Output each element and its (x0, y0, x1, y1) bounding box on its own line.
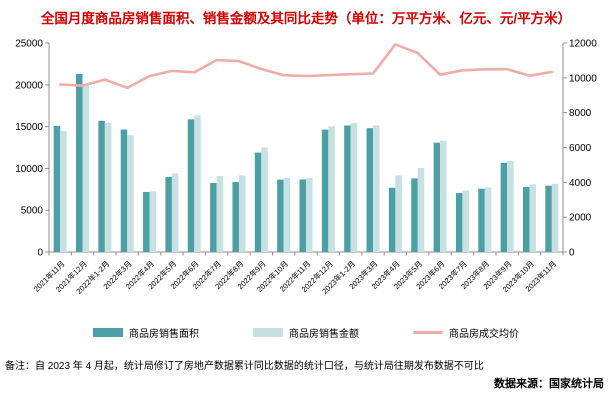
bar-sales-amount (60, 130, 67, 252)
bar-sales-amount (104, 122, 112, 253)
bar-sales-amount (261, 147, 268, 252)
legend-label-sales-area: 商品房销售面积 (129, 329, 199, 340)
sales-area-swatch-icon (93, 328, 123, 337)
bar-sales-amount (306, 177, 313, 252)
right-axis-tick-label: 0 (569, 248, 575, 259)
bar-sales-amount (529, 184, 536, 252)
bar-sales-amount (216, 176, 224, 252)
left-axis-tick-label: 15000 (15, 122, 43, 133)
bar-sales-area (321, 129, 329, 252)
right-axis-tick-label: 2000 (569, 213, 592, 224)
bar-sales-area (120, 129, 128, 252)
bar-sales-area (500, 162, 508, 252)
left-axis-tick-label: 0 (37, 248, 43, 259)
bar-sales-amount (149, 191, 157, 252)
bar-sales-area (76, 73, 83, 252)
avg-price-line-swatch-icon (413, 331, 443, 334)
right-axis-tick-label: 8000 (569, 108, 592, 119)
bar-sales-area (545, 185, 552, 252)
bar-sales-amount (82, 85, 90, 252)
right-axis-tick-label: 12000 (569, 39, 597, 50)
legend: 商品房销售面积 商品房销售金额 商品房成交均价 (0, 325, 612, 340)
legend-label-sales-amount: 商品房销售金额 (289, 329, 359, 340)
legend-label-avg-price: 商品房成交均价 (449, 329, 519, 340)
legend-item-sales-amount: 商品房销售金额 (253, 325, 359, 340)
bar-sales-amount (127, 135, 134, 252)
bar-sales-area (433, 142, 441, 252)
avg-price-line (58, 43, 554, 90)
bar-sales-amount (328, 126, 335, 252)
data-source: 数据来源：国家统计局 (494, 378, 604, 390)
bar-sales-amount (462, 190, 469, 252)
left-axis-tick-label: 10000 (15, 164, 43, 175)
legend-item-avg-price: 商品房成交均价 (413, 325, 519, 340)
bar-sales-amount (373, 125, 380, 252)
bar-sales-amount (350, 122, 358, 252)
bar-sales-area (98, 120, 105, 252)
right-axis-tick-label: 10000 (569, 73, 597, 84)
bar-sales-area (455, 193, 463, 252)
left-axis-tick-label: 25000 (15, 39, 43, 50)
bar-sales-area (388, 187, 396, 252)
bar-sales-area (187, 119, 195, 252)
right-axis-tick-label: 6000 (569, 143, 592, 154)
bar-sales-area (143, 191, 150, 252)
bar-sales-area (344, 125, 351, 252)
bar-sales-area (299, 179, 306, 252)
bar-sales-amount (440, 140, 447, 252)
legend-item-sales-area: 商品房销售面积 (93, 325, 199, 340)
bar-sales-area (277, 179, 284, 252)
bar-sales-area (210, 183, 217, 252)
bar-sales-area (366, 128, 374, 252)
bar-sales-amount (484, 187, 492, 252)
left-axis-tick-label: 20000 (15, 80, 43, 91)
bar-sales-area (232, 182, 239, 252)
bar-sales-amount (283, 178, 291, 252)
bar-sales-amount (238, 175, 246, 252)
bar-sales-area (53, 125, 61, 252)
footer-note: 备注：自 2023 年 4 月起，统计局修订了房地产数据累计同比数据的统计口径，… (5, 361, 484, 372)
bar-sales-area (165, 177, 172, 252)
right-axis-tick-label: 4000 (569, 178, 592, 189)
bar-sales-area (522, 187, 530, 252)
chart-title: 全国月度商品房销售面积、销售金额及其同比走势（单位：万平方米、亿元、元/平方米） (40, 11, 572, 26)
bar-sales-amount (417, 168, 425, 252)
bar-sales-amount (507, 160, 514, 252)
bar-sales-area (254, 152, 262, 252)
bar-sales-amount (395, 175, 402, 252)
bar-sales-area (411, 178, 418, 252)
bar-sales-area (478, 188, 485, 252)
bar-sales-amount (194, 115, 201, 253)
left-axis-tick-label: 5000 (21, 206, 44, 217)
bar-sales-amount (171, 173, 179, 252)
sales-amount-swatch-icon (253, 328, 283, 337)
bar-sales-amount (551, 183, 559, 252)
